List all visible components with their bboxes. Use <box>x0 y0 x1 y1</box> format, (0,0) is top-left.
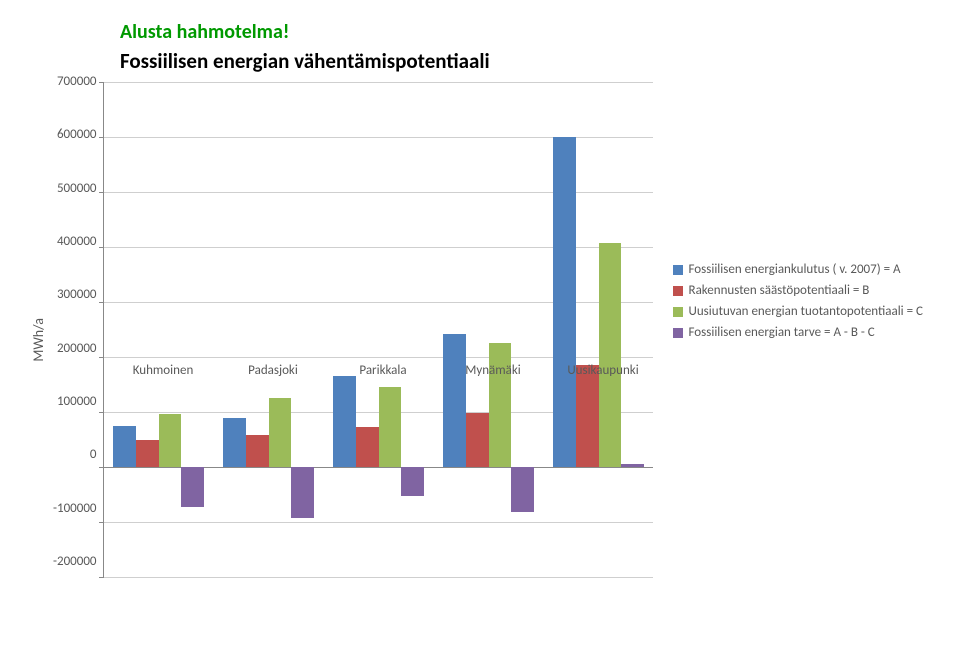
bar <box>576 365 599 467</box>
y-tick-mark <box>99 137 104 138</box>
legend-swatch <box>673 328 683 338</box>
y-tick-label: 700000 <box>57 74 97 89</box>
bar <box>356 427 379 467</box>
legend-swatch <box>673 286 683 296</box>
y-tick-mark <box>99 192 104 193</box>
bar <box>333 376 356 467</box>
bar <box>379 387 402 467</box>
y-tick-label: -100000 <box>53 501 97 516</box>
y-axis-ticks: 700000 600000 500000 400000 300000 200000 1000… <box>53 74 103 569</box>
bar <box>466 413 489 467</box>
x-tick-label: Padasjoki <box>248 363 298 378</box>
bar <box>489 343 512 467</box>
bar <box>269 398 292 467</box>
y-tick-mark <box>99 302 104 303</box>
bar <box>553 137 576 467</box>
y-tick-mark <box>99 247 104 248</box>
plot-area: Fossiilisen energiankulutus ( v. 2007) =… <box>103 82 653 577</box>
y-tick-label: 200000 <box>57 341 97 356</box>
gridline <box>104 577 653 578</box>
x-tick-label: Kuhmoinen <box>133 363 194 378</box>
bar <box>136 440 159 468</box>
legend-label: Rakennusten säästöpotentiaali = B <box>689 283 870 298</box>
y-tick-mark <box>99 82 104 83</box>
y-tick-mark <box>99 522 104 523</box>
legend-item: Rakennusten säästöpotentiaali = B <box>673 283 933 298</box>
chart-super-title: Alusta hahmotelma! <box>120 20 930 44</box>
y-tick-mark <box>99 357 104 358</box>
x-axis-labels: KuhmoinenPadasjokiParikkalaMynämäkiUusik… <box>108 469 658 489</box>
y-tick-label: 300000 <box>57 287 97 302</box>
y-tick-mark <box>99 412 104 413</box>
legend-label: Fossiilisen energian tarve = A - B - C <box>689 325 875 340</box>
y-tick-label: 500000 <box>57 181 97 196</box>
bar <box>159 414 182 467</box>
legend-label: Fossiilisen energiankulutus ( v. 2007) =… <box>689 262 901 277</box>
bar <box>223 418 246 468</box>
y-axis-label: MWh/a <box>30 318 47 362</box>
legend-item: Uusiutuvan energian tuotantopotentiaali … <box>673 304 933 319</box>
chart-title: Fossiilisen energian vähentämispotentiaa… <box>120 48 930 74</box>
x-tick-label: Uusikaupunki <box>567 363 638 378</box>
legend-swatch <box>673 307 683 317</box>
bar <box>443 334 466 467</box>
y-tick-label: -200000 <box>53 554 97 569</box>
chart-container: MWh/a 7000006000005000004000003000002000… <box>30 82 930 597</box>
legend: Fossiilisen energiankulutus ( v. 2007) =… <box>673 262 933 346</box>
legend-label: Uusiutuvan energian tuotantopotentiaali … <box>689 304 923 319</box>
legend-swatch <box>673 265 683 275</box>
x-tick-label: Mynämäki <box>465 363 521 378</box>
gridline <box>104 82 653 83</box>
bar <box>599 243 622 467</box>
y-tick-label: 400000 <box>57 234 97 249</box>
bar <box>621 464 644 467</box>
gridline <box>104 522 653 523</box>
bar <box>113 426 136 467</box>
x-tick-label: Parikkala <box>359 363 406 378</box>
bar <box>246 435 269 467</box>
y-tick-label: 100000 <box>57 394 97 409</box>
y-tick-mark <box>99 577 104 578</box>
y-tick-label: 600000 <box>57 127 97 142</box>
legend-item: Fossiilisen energiankulutus ( v. 2007) =… <box>673 262 933 277</box>
legend-item: Fossiilisen energian tarve = A - B - C <box>673 325 933 340</box>
y-tick-label: 0 <box>90 447 97 462</box>
